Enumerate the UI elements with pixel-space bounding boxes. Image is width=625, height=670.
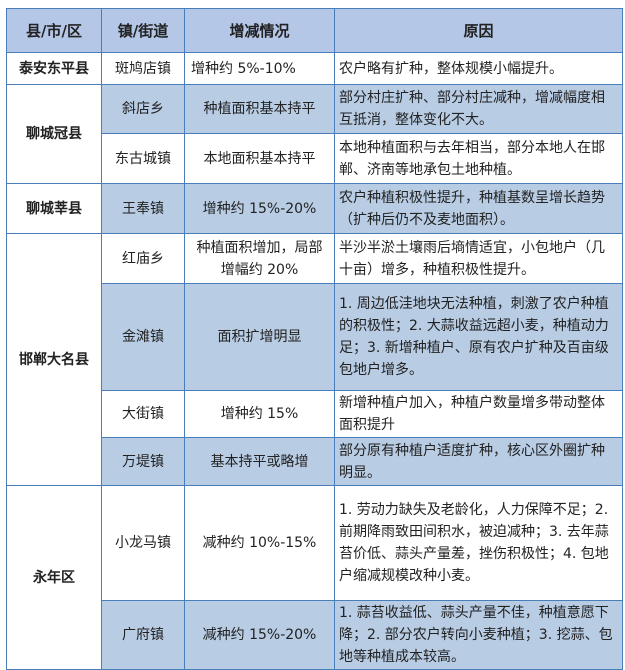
town-cell: 斑鸠店镇 [101,52,185,85]
reason-cell: 新增种植户加入，种植户数量增多带动整体面积提升 [334,390,623,438]
change-cell: 种植面积基本持平 [184,84,335,134]
table-row: 东古城镇 本地面积基本持平 本地种植面积与去年相当，部分本地人在邯郸、济南等地承… [7,133,623,184]
town-cell: 红庙乡 [101,233,185,284]
town-cell: 小龙马镇 [101,485,185,601]
table-row: 大街镇 增种约 15% 新增种植户加入，种植户数量增多带动整体面积提升 [7,390,623,438]
table-row: 邯郸大名县 红庙乡 种植面积增加，局部增幅约 20% 半沙半淤土壤雨后墒情适宜，… [6,233,623,486]
county-cell: 邯郸大名县 [6,233,102,486]
change-cell: 增种约 15% [184,390,335,438]
county-cell: 永年区 [6,485,102,670]
table-row: 万堤镇 基本持平或略增 部分原有种植户适度扩种，核心区外圈扩种明显。 [7,437,623,486]
town-cell: 东古城镇 [101,133,185,184]
reason-cell: 农户略有扩种，整体规模小幅提升。 [334,52,623,85]
town-cell: 斜店乡 [101,84,185,134]
change-cell: 增种约 5%-10% [184,52,335,85]
header-row: 县/市/区 镇/街道 增减情况 原因 [6,8,623,53]
reason-cell: 部分原有种植户适度扩种，核心区外圈扩种明显。 [334,437,623,486]
table-row: 广府镇 减种约 15%-20% 1. 蒜苔收益低、蒜头产量不佳，种植意愿下降；2… [7,600,623,670]
table-row: 永年区 小龙马镇 减种约 10%-15% 1. 劳动力缺失及老龄化，人力保障不足… [6,485,623,670]
table-row: 泰安东平县 斑鸠店镇 增种约 5%-10% 农户略有扩种，整体规模小幅提升。 [6,52,623,85]
change-cell: 减种约 10%-15% [184,485,335,601]
change-cell: 减种约 15%-20% [184,600,335,670]
town-cell: 大街镇 [101,390,185,438]
reason-cell: 半沙半淤土壤雨后墒情适宜，小包地户（几十亩）增多，种植积极性提升。 [334,233,623,284]
county-cell: 聊城冠县 [6,84,102,184]
reason-cell: 部分村庄扩种、部分村庄减种，增减幅度相互抵消，整体变化不大。 [334,84,623,134]
header-town: 镇/街道 [101,8,185,53]
town-cell: 金滩镇 [101,283,185,391]
table-row: 聊城莘县 王奉镇 增种约 15%-20% 农户种植积极性提升，种植基数呈增长趋势… [6,183,623,234]
header-change: 增减情况 [184,8,335,53]
county-cell: 泰安东平县 [6,52,102,85]
reason-cell: 1. 周边低洼地块无法种植，刺激了农户种植的积极性；2. 大蒜收益远超小麦，种植… [334,283,623,391]
change-cell: 面积扩增明显 [184,283,335,391]
reason-cell: 本地种植面积与去年相当，部分本地人在邯郸、济南等地承包土地种植。 [334,133,623,184]
header-county: 县/市/区 [6,8,102,53]
reason-cell: 1. 劳动力缺失及老龄化，人力保障不足；2. 前期降雨致田间积水，被迫减种；3.… [334,485,623,601]
town-cell: 王奉镇 [101,183,185,234]
header-reason: 原因 [334,8,623,53]
change-cell: 本地面积基本持平 [184,133,335,184]
reason-cell: 农户种植积极性提升，种植基数呈增长趋势（扩种后仍不及麦地面积）。 [334,183,623,234]
change-cell: 种植面积增加，局部增幅约 20% [184,233,335,284]
town-cell: 广府镇 [101,600,185,670]
county-cell: 聊城莘县 [6,183,102,234]
garlic-planting-table: 县/市/区 镇/街道 增减情况 原因 泰安东平县 斑鸠店镇 增种约 5%-10%… [6,8,623,670]
town-cell: 万堤镇 [101,437,185,486]
change-cell: 基本持平或略增 [184,437,335,486]
table-row: 聊城冠县 斜店乡 种植面积基本持平 部分村庄扩种、部分村庄减种，增减幅度相互抵消… [6,84,623,184]
change-cell: 增种约 15%-20% [184,183,335,234]
reason-cell: 1. 蒜苔收益低、蒜头产量不佳，种植意愿下降；2. 部分农户转向小麦种植；3. … [334,600,623,670]
table-row: 金滩镇 面积扩增明显 1. 周边低洼地块无法种植，刺激了农户种植的积极性；2. … [7,283,623,391]
